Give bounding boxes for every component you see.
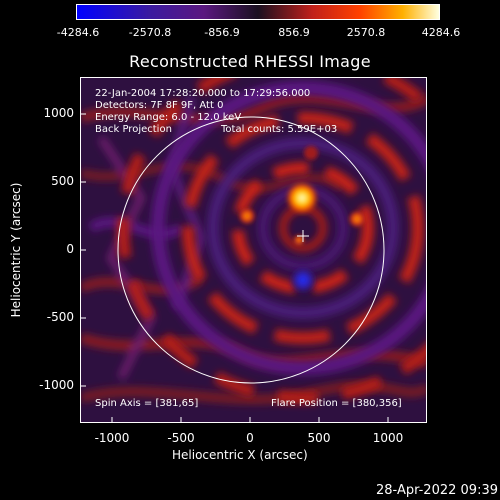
datestamp: 28-Apr-2022 09:39 [376, 483, 498, 498]
flare-source [285, 181, 319, 215]
flare-position-label: Flare Position = [380,356] [271, 398, 402, 409]
y-tick-label: -500 [46, 310, 74, 324]
colorbar-tick: 2570.8 [346, 26, 386, 39]
colorbar-tick: 4284.6 [421, 26, 461, 39]
info-line: 22-Jan-2004 17:28:20.000 to 17:29:56.000 [95, 88, 311, 99]
x-tick-label: 0 [246, 431, 254, 445]
y-axis-label: Heliocentric Y (arcsec) [9, 182, 23, 318]
colorbar-tick: -2570.8 [128, 26, 172, 39]
x-tick-label: 500 [307, 431, 331, 445]
rhessi-image: 22-Jan-2004 17:28:20.000 to 17:29:56.000… [80, 77, 427, 423]
y-tick-label: 0 [66, 242, 74, 256]
x-tick-label: -500 [167, 431, 195, 445]
spin-axis-label: Spin Axis = [381,65] [95, 398, 199, 409]
y-tick-label: 1000 [43, 106, 74, 120]
colorbar-tick: 856.9 [278, 26, 310, 39]
image-title: Reconstructed RHESSI Image [129, 52, 371, 71]
solar-limb [117, 116, 385, 384]
info-line: Energy Range: 6.0 - 12.0 keV [95, 112, 242, 123]
negative-lobe [288, 265, 318, 295]
x-tick-label: 1000 [372, 431, 404, 445]
x-axis-label: Heliocentric X (arcsec) [172, 448, 308, 462]
y-tick-label: 500 [51, 174, 74, 188]
spin-axis-marker [297, 230, 309, 242]
image-canvas [81, 78, 426, 422]
secondary-spots [238, 146, 366, 246]
x-tick-label: -1000 [94, 431, 130, 445]
ring-artifacts [117, 78, 426, 404]
colorbar-tick: -856.9 [204, 26, 240, 39]
info-line: Detectors: 7F 8F 9F, Att 0 [95, 100, 224, 111]
info-line: Back Projection [95, 124, 172, 135]
y-tick-label: -1000 [39, 378, 74, 392]
info-line: Total counts: 5.59E+03 [221, 124, 338, 135]
colorbar [76, 4, 440, 20]
colorbar-tick: -4284.6 [56, 26, 100, 39]
